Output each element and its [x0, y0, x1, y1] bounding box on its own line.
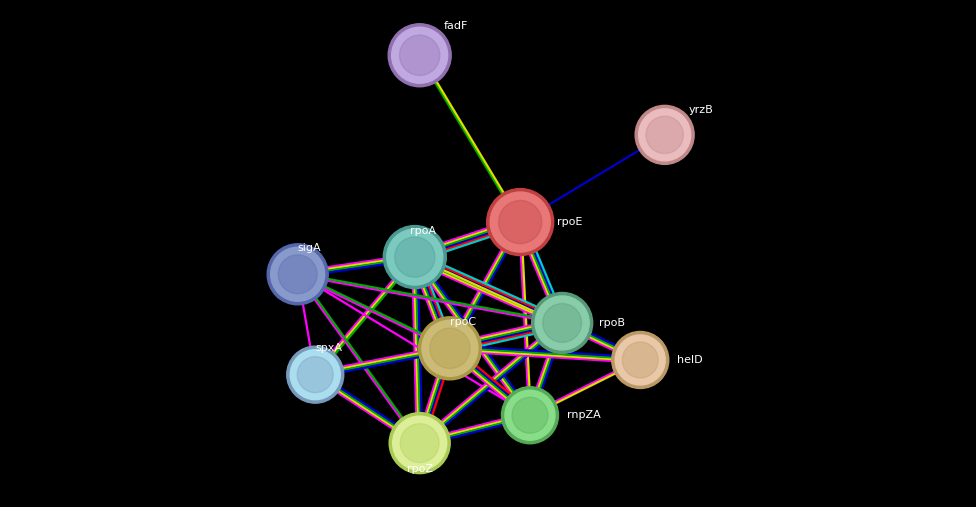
Circle shape — [270, 247, 325, 301]
Circle shape — [502, 387, 558, 444]
Circle shape — [267, 244, 328, 305]
Text: rnpZA: rnpZA — [567, 410, 601, 420]
Text: rpoB: rpoB — [599, 318, 626, 328]
Circle shape — [623, 342, 658, 378]
Text: yrzB: yrzB — [689, 104, 713, 115]
Circle shape — [505, 390, 555, 440]
Circle shape — [298, 356, 333, 393]
Circle shape — [386, 229, 443, 285]
Circle shape — [384, 226, 446, 288]
Text: fadF: fadF — [444, 21, 468, 31]
Circle shape — [394, 237, 435, 277]
Circle shape — [422, 320, 478, 376]
Circle shape — [287, 346, 344, 403]
Circle shape — [612, 332, 669, 388]
Text: rpoC: rpoC — [450, 317, 476, 327]
Circle shape — [388, 24, 451, 87]
Circle shape — [543, 304, 582, 342]
Circle shape — [638, 109, 691, 161]
Circle shape — [400, 424, 439, 462]
Text: rpoA: rpoA — [410, 226, 436, 236]
Circle shape — [635, 105, 694, 164]
Text: rpoZ: rpoZ — [407, 464, 432, 475]
Circle shape — [532, 293, 592, 353]
Text: spxA: spxA — [315, 343, 343, 353]
Text: helD: helD — [677, 355, 703, 365]
Circle shape — [490, 192, 550, 252]
Circle shape — [499, 200, 542, 244]
Circle shape — [429, 328, 470, 369]
Circle shape — [392, 416, 447, 470]
Circle shape — [512, 397, 548, 433]
Circle shape — [646, 116, 683, 154]
Text: sigA: sigA — [298, 243, 321, 253]
Circle shape — [391, 27, 448, 83]
Circle shape — [389, 413, 450, 474]
Circle shape — [535, 296, 590, 350]
Circle shape — [290, 350, 341, 400]
Circle shape — [419, 317, 481, 380]
Circle shape — [487, 189, 553, 256]
Text: rpoE: rpoE — [557, 217, 583, 227]
Circle shape — [615, 335, 666, 385]
Circle shape — [399, 35, 440, 76]
Circle shape — [278, 255, 317, 294]
